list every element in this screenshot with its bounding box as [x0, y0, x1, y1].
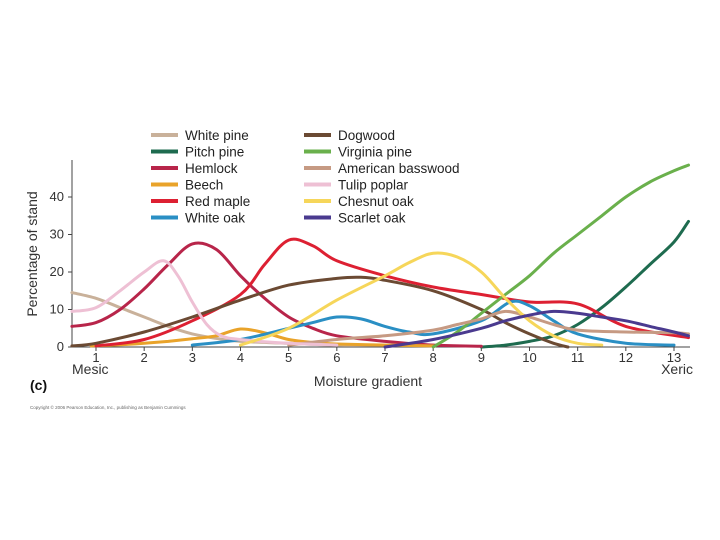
legend-label-pitch-pine: Pitch pine: [185, 145, 244, 160]
panel-label: (c): [30, 377, 47, 393]
copyright-notice: Copyright © 2006 Pearson Education, Inc.…: [30, 404, 186, 410]
legend-label-hemlock: Hemlock: [185, 161, 238, 176]
x-left-label: Mesic: [72, 361, 109, 377]
legend-label-virginia-pine: Virginia pine: [338, 145, 412, 160]
series-line-virginia-pine: [431, 163, 690, 349]
y-axis-title: Percentage of stand: [24, 191, 40, 316]
x-right-label: Xeric: [661, 361, 693, 377]
x-tick-label-11: 11: [571, 350, 585, 365]
legend-label-white-pine: White pine: [185, 128, 249, 143]
legend-label-scarlet-oak: Scarlet oak: [338, 211, 406, 226]
series-line-pitch-pine: [479, 219, 690, 349]
x-tick-label-9: 9: [478, 350, 485, 365]
legend-label-beech: Beech: [185, 178, 223, 193]
x-tick-label-5: 5: [285, 350, 292, 365]
x-tick-label-10: 10: [522, 350, 536, 365]
series-line-hemlock: [70, 241, 483, 348]
x-tick-label-7: 7: [381, 350, 388, 365]
x-tick-label-1: 1: [92, 350, 99, 365]
legend-label-chesnut-oak: Chesnut oak: [338, 194, 414, 209]
series-line-scarlet-oak: [383, 309, 690, 349]
legend-label-white-oak: White oak: [185, 211, 245, 226]
x-tick-label-8: 8: [430, 350, 437, 365]
legend-label-tulip-poplar: Tulip poplar: [338, 178, 409, 193]
series-line-tulip-poplar: [70, 259, 339, 347]
y-tick-label-0: 0: [57, 339, 64, 354]
series-line-american-basswood: [287, 309, 690, 347]
series-line-chesnut-oak: [239, 251, 604, 347]
legend-label-american-basswood: American basswood: [338, 161, 460, 176]
x-ticks: 1 2 3 4 5 6 7 8 9 10 11 12 13: [92, 347, 681, 365]
x-axis-title: Moisture gradient: [314, 373, 422, 389]
series-line-red-maple: [94, 237, 690, 348]
y-tick-label-40: 40: [50, 189, 64, 204]
legend-label-red-maple: Red maple: [185, 194, 250, 209]
x-tick-label-2: 2: [141, 350, 148, 365]
x-tick-label-13: 13: [667, 350, 681, 365]
x-tick-label-12: 12: [619, 350, 633, 365]
y-tick-label-20: 20: [50, 264, 64, 279]
x-tick-label-3: 3: [189, 350, 196, 365]
series-line-dogwood: [70, 275, 570, 349]
y-tick-label-10: 10: [50, 302, 64, 317]
y-tick-label-30: 30: [50, 227, 64, 242]
y-ticks: 0 10 20 30 40: [50, 189, 72, 354]
series-lines: [70, 163, 690, 349]
x-tick-label-4: 4: [237, 350, 244, 365]
x-tick-label-6: 6: [333, 350, 340, 365]
legend-label-dogwood: Dogwood: [338, 128, 395, 143]
